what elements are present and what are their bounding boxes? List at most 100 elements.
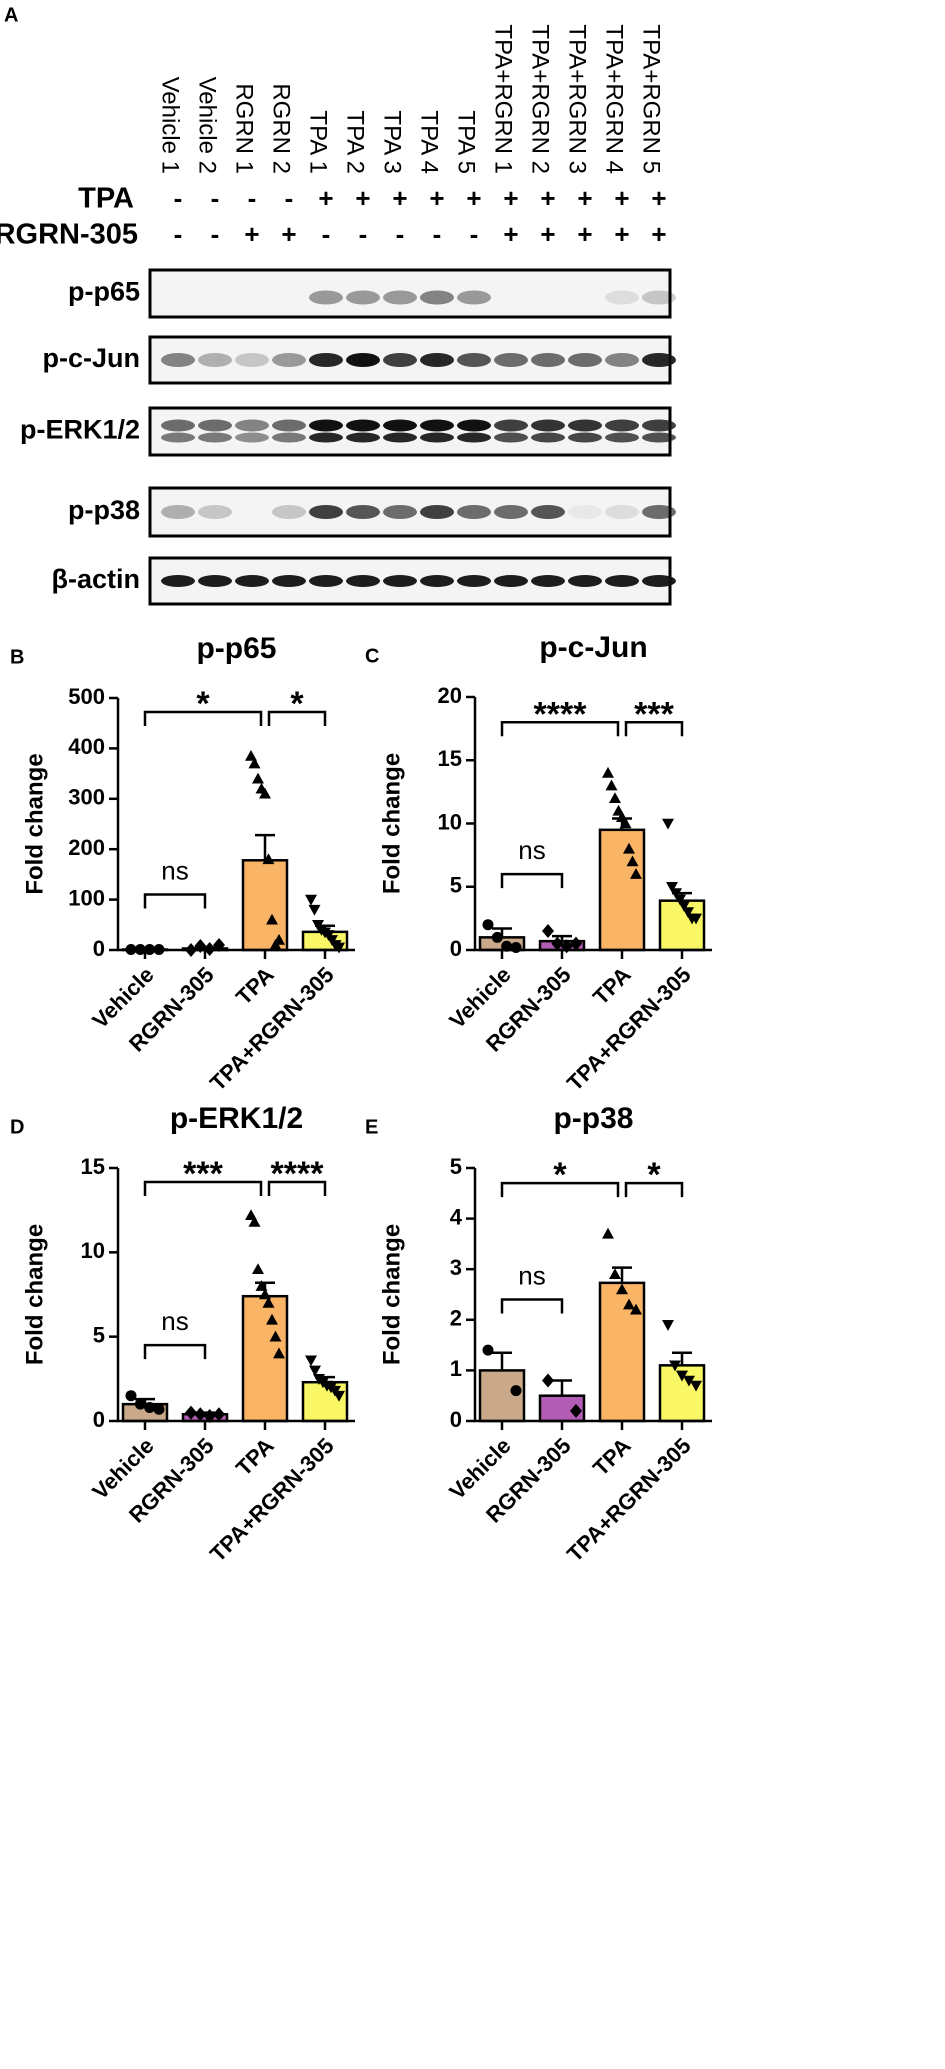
treatment-sign: - [211, 219, 220, 249]
band [568, 505, 602, 519]
error-bar [255, 833, 275, 861]
band [457, 419, 491, 432]
point [623, 1298, 635, 1310]
lane-label: Vehicle 1 [157, 77, 184, 174]
point [305, 894, 317, 906]
bar [301, 1380, 349, 1423]
blot-label: β-actin [52, 564, 141, 594]
lane-label: TPA+RGRN 2 [527, 24, 554, 174]
point [676, 1370, 688, 1382]
band [642, 353, 676, 367]
bar [241, 1294, 289, 1423]
band [161, 419, 195, 432]
point [266, 1313, 278, 1325]
point [570, 936, 582, 951]
band [531, 575, 565, 587]
error-bar [492, 1351, 512, 1371]
y-tick-label: 500 [68, 684, 105, 709]
point [609, 1268, 621, 1280]
y-tick-label: 10 [438, 809, 462, 834]
band [642, 575, 676, 587]
significance-label: * [196, 685, 210, 723]
chart-title: p-p38 [553, 1102, 633, 1135]
panel-label: E [365, 1116, 378, 1138]
point [252, 772, 264, 784]
error-bar [552, 934, 572, 942]
point [605, 779, 618, 791]
point [662, 818, 674, 830]
treatment-sign: + [651, 183, 666, 213]
point [682, 907, 694, 919]
y-axis-label: Fold change [21, 1224, 48, 1365]
treatment-sign: + [614, 183, 629, 213]
point [570, 1403, 582, 1418]
band [457, 575, 491, 587]
lane-label: Vehicle 2 [194, 77, 221, 174]
point [674, 894, 686, 906]
y-tick-label: 5 [93, 1322, 105, 1347]
significance-bracket [267, 1180, 327, 1196]
lane-label: RGRN 1 [231, 83, 258, 174]
point [542, 1373, 554, 1388]
point [259, 1288, 271, 1300]
band [457, 290, 491, 305]
lane-label: TPA 5 [453, 110, 480, 174]
treatment-sign: + [614, 219, 629, 249]
y-tick-label: 0 [93, 936, 105, 961]
point [213, 1407, 225, 1422]
point [213, 937, 225, 952]
band [494, 575, 528, 587]
point [259, 787, 271, 799]
band [420, 505, 454, 519]
band [346, 419, 380, 432]
band [457, 353, 491, 367]
treatment-sign: + [318, 183, 333, 213]
lane-label: TPA 3 [379, 110, 406, 174]
band [642, 290, 676, 305]
band [235, 353, 269, 367]
band [346, 353, 380, 367]
band [272, 575, 306, 587]
significance-label: ns [161, 1306, 188, 1336]
axes [116, 1168, 355, 1423]
lane-label: TPA 4 [416, 110, 443, 174]
significance-label: * [290, 685, 304, 723]
band [568, 419, 602, 432]
band [309, 353, 343, 367]
significance-bracket [143, 1180, 263, 1196]
significance-bracket [624, 721, 684, 737]
significance-bracket [143, 1343, 207, 1360]
significance-bracket [500, 872, 564, 889]
band [568, 353, 602, 367]
x-tick-label: TPA [231, 962, 279, 1010]
band [420, 419, 454, 432]
y-tick-label: 15 [81, 1154, 105, 1179]
band [457, 505, 491, 519]
treatment-sign: + [651, 219, 666, 249]
significance-bracket [143, 893, 207, 909]
significance-bracket [500, 1181, 620, 1198]
point [262, 853, 275, 865]
band [605, 505, 639, 519]
point [305, 1355, 317, 1367]
point [669, 1360, 681, 1372]
band [235, 419, 269, 432]
lane-label: RGRN 2 [268, 83, 295, 174]
point [255, 1280, 268, 1291]
x-tick-label: TPA [588, 1433, 636, 1481]
point [203, 1408, 216, 1423]
band [272, 505, 306, 519]
band [494, 432, 528, 443]
band [198, 353, 232, 367]
treatment-sign: + [540, 219, 555, 249]
significance-label: * [647, 1156, 661, 1194]
point [630, 1303, 642, 1315]
significance-bracket [500, 1298, 564, 1314]
band [531, 432, 565, 443]
band [383, 432, 417, 443]
band [420, 353, 454, 367]
y-tick-label: 4 [450, 1204, 463, 1229]
treatment-sign: + [355, 183, 370, 213]
y-tick-label: 5 [450, 1154, 462, 1179]
chart-title: p-p65 [196, 632, 276, 665]
